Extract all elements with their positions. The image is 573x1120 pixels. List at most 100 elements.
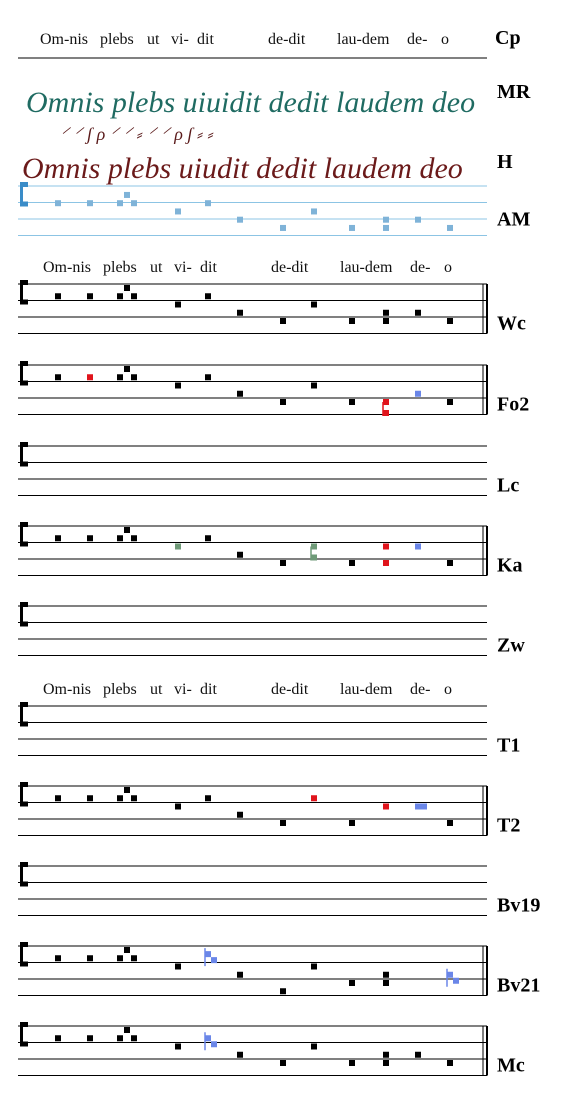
neume xyxy=(383,216,389,223)
neume xyxy=(175,803,181,810)
neume xyxy=(55,293,61,300)
lyric-syllable: de- xyxy=(410,259,430,276)
neume xyxy=(383,971,389,978)
lyric-syllable: lau-dem xyxy=(340,259,393,276)
neume xyxy=(447,318,453,324)
neume xyxy=(349,980,355,986)
source-label: Fo2 xyxy=(497,394,529,416)
source-label: T1 xyxy=(497,735,520,757)
neume xyxy=(280,224,286,231)
lyric-syllable: de-dit xyxy=(271,259,309,276)
clef xyxy=(20,782,23,807)
neume xyxy=(131,955,137,962)
clef xyxy=(22,1041,28,1047)
neume xyxy=(205,374,211,381)
neume xyxy=(124,947,130,953)
neume xyxy=(415,390,421,397)
neume xyxy=(117,535,123,542)
neume xyxy=(55,795,61,802)
neume xyxy=(383,309,389,316)
source-label: Ka xyxy=(497,555,523,577)
neume xyxy=(117,293,123,300)
neume xyxy=(205,200,211,207)
neume xyxy=(117,200,123,207)
lyric-syllable: ut xyxy=(150,259,163,276)
neume xyxy=(447,1060,453,1066)
neume xyxy=(124,191,130,198)
neume xyxy=(237,390,243,397)
clef xyxy=(22,299,28,305)
neume xyxy=(87,200,93,207)
neume xyxy=(349,560,355,566)
neume xyxy=(87,293,93,300)
neume xyxy=(124,285,130,291)
neume xyxy=(311,543,317,550)
neume xyxy=(205,951,211,958)
clef xyxy=(22,942,28,947)
clef xyxy=(20,602,23,627)
neume xyxy=(124,1027,130,1033)
neume xyxy=(131,374,137,381)
lyric-syllable: plebs xyxy=(103,259,137,276)
neume xyxy=(131,200,137,207)
neume xyxy=(383,410,389,416)
clef xyxy=(20,942,23,967)
source-label: T2 xyxy=(497,815,520,837)
neume xyxy=(55,535,61,542)
neume xyxy=(447,971,453,978)
lyric-syllable: plebs xyxy=(103,681,137,698)
neume xyxy=(117,795,123,802)
neume xyxy=(447,560,453,566)
source-label: Cp xyxy=(495,27,521,49)
neume xyxy=(447,224,453,231)
neume xyxy=(415,803,427,810)
clef xyxy=(22,1022,28,1027)
clef xyxy=(22,621,28,627)
neume xyxy=(415,1051,421,1058)
lyric-syllable: o xyxy=(441,31,449,48)
neume xyxy=(131,795,137,802)
clef xyxy=(20,522,23,547)
neume xyxy=(211,957,217,964)
neume xyxy=(131,535,137,542)
neume xyxy=(175,963,181,970)
neume xyxy=(55,955,61,962)
source-label: AM xyxy=(497,209,530,231)
neume xyxy=(124,366,130,372)
neume xyxy=(383,560,389,566)
neume xyxy=(175,1043,181,1050)
neume xyxy=(349,399,355,405)
neume xyxy=(280,988,286,995)
clef xyxy=(22,361,28,366)
lyric-syllable: lau-dem xyxy=(340,681,393,698)
source-label: H xyxy=(497,151,513,173)
clef xyxy=(22,782,28,787)
neume xyxy=(131,1035,137,1042)
lyric-syllable: vi- xyxy=(174,681,192,698)
clef xyxy=(22,862,28,867)
neume xyxy=(175,382,181,389)
neume xyxy=(349,820,355,826)
neume xyxy=(415,543,421,550)
source-label: Wc xyxy=(497,313,526,335)
neume xyxy=(175,301,181,308)
neume xyxy=(237,811,243,818)
lyric-syllable: dit xyxy=(200,259,217,276)
manuscript-text: Omnis plebs uiudit dedit laudem deo xyxy=(22,152,463,185)
neume xyxy=(117,955,123,962)
clef xyxy=(22,380,28,386)
neume xyxy=(383,803,389,810)
neume-sketch: ⸍ ⸍ ʃ ρ ⸍ ⸍ ⸗ ⸍ ⸍ ρ ʃ ⸗ ⸗ xyxy=(60,124,214,144)
neume xyxy=(237,551,243,558)
clef xyxy=(20,442,23,467)
neume xyxy=(383,318,389,324)
neume xyxy=(349,1060,355,1066)
lyric-syllable: ut xyxy=(150,681,163,698)
neume xyxy=(453,977,459,984)
clef xyxy=(22,280,28,285)
neume xyxy=(349,224,355,231)
source-label: Lc xyxy=(497,475,519,497)
neume xyxy=(55,1035,61,1042)
neume xyxy=(415,216,421,223)
neume xyxy=(415,309,421,316)
